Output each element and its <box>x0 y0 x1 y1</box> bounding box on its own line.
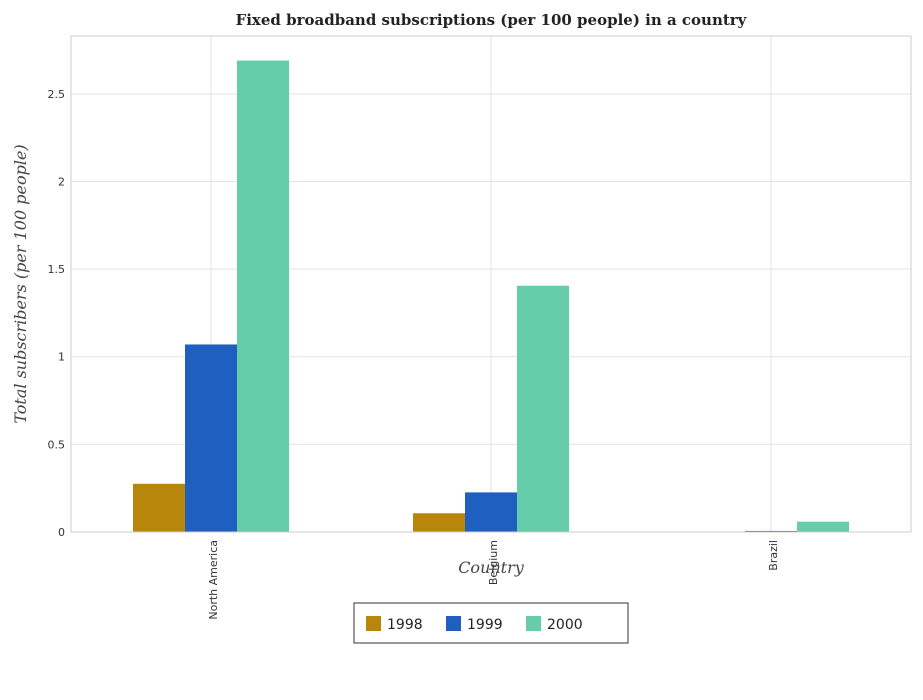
y-tick-label: 2 <box>58 175 65 188</box>
legend-label: 2000 <box>547 617 583 633</box>
x-tick-label: Brazil <box>767 540 780 571</box>
bar-2000-brazil <box>797 521 849 532</box>
y-tick-label: 1.5 <box>48 263 66 276</box>
bar-2000-north-america <box>237 60 289 532</box>
y-tick-label: 1 <box>58 351 65 364</box>
chart-title: Fixed broadband subscriptions (per 100 p… <box>236 11 748 29</box>
y-axis-label: Total subscribers (per 100 people) <box>11 144 30 423</box>
y-tick-label: 0.5 <box>48 438 66 451</box>
y-tick-label: 0 <box>58 526 65 539</box>
bar-1999-belgium <box>465 492 517 532</box>
bar-2000-belgium <box>517 285 569 532</box>
x-tick-label: Belgium <box>487 540 500 585</box>
bar-1999-north-america <box>185 344 237 532</box>
bar-1999-brazil <box>745 530 797 532</box>
legend: 1998 1999 2000 <box>353 602 629 644</box>
y-tick-label: 2.5 <box>48 88 66 101</box>
legend-label: 1999 <box>467 617 503 633</box>
legend-swatch <box>526 616 541 631</box>
legend-label: 1998 <box>387 617 423 633</box>
bars <box>133 60 849 532</box>
bar-1998-north-america <box>133 483 185 532</box>
x-tick-label: North America <box>207 540 220 620</box>
y-ticks: 0 0.5 1 1.5 2 2.5 <box>48 88 66 539</box>
legend-swatch <box>366 616 381 631</box>
legend-box <box>353 602 629 644</box>
legend-swatch <box>446 616 461 631</box>
x-ticks: North America Belgium Brazil <box>207 540 780 620</box>
x-axis-label: Country <box>458 558 525 577</box>
plot-area-border <box>70 35 912 533</box>
bar-1998-belgium <box>413 513 465 532</box>
